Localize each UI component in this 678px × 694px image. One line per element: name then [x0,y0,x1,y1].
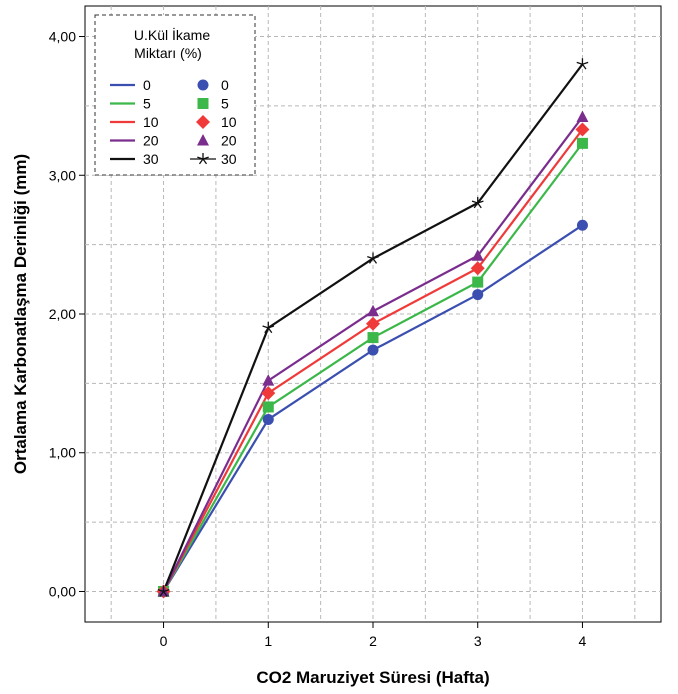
star-arm [202,158,208,165]
star-arm [582,61,589,65]
legend-line-label-10: 10 [143,114,159,130]
legend-title-line1: U.Kül İkame [134,26,210,43]
data-point-20 [262,374,275,386]
star-arm [477,200,484,204]
axes: 0,00 1,00 2,00 3,00 4,00 0 1 2 3 4 [49,29,587,649]
data-point-5 [262,401,274,413]
x-tick-label: 4 [579,633,587,649]
star-arm [576,61,583,65]
y-tick-label: 2,00 [49,306,76,322]
star-arm [578,63,583,70]
legend-line-label-20: 20 [143,133,159,149]
legend-marker-label-5: 5 [221,96,229,112]
star-arm [581,63,587,70]
data-point-0 [367,344,379,356]
star-arm [198,158,204,165]
data-point-30 [576,58,589,70]
y-tick-label: 1,00 [49,445,76,461]
legend-title-line2: Miktarı (%) [134,45,202,61]
legend-marker-0 [197,79,209,91]
legend-line-label-5: 5 [143,96,151,112]
data-point-0 [576,219,588,231]
data-point-20 [576,110,589,122]
legend-marker-label-10: 10 [221,114,237,130]
legend-marker-label-0: 0 [221,77,229,93]
y-axis-title: Ortalama Karbonatlaşma Derinliği (mm) [11,154,30,474]
star-arm [163,591,168,597]
star-arm [477,202,482,209]
star-arm [372,256,379,260]
legend: U.Kül İkame Miktarı (%) 0 0 5 5 10 10 20 20 30 30 [94,14,256,176]
star-arm [264,327,269,334]
legend-line-label-0: 0 [143,77,151,93]
star-arm [368,258,374,264]
data-point-20 [367,304,379,317]
star-arm [268,325,275,329]
data-point-5 [576,137,588,149]
data-point-30 [157,585,170,597]
y-tick-label: 4,00 [49,29,76,45]
grid [85,6,661,622]
data-point-10 [366,316,380,331]
star-arm [159,591,165,597]
data-point-10 [470,261,485,276]
star-arm [163,589,170,593]
x-tick-label: 1 [264,633,272,649]
x-axis-title: CO2 Maruziyet Süresi (Hafta) [256,668,489,687]
star-arm [367,256,374,260]
star-arm [471,200,478,204]
data-point-5 [472,276,484,288]
star-arm [473,202,479,209]
star-arm [267,327,273,334]
legend-box [94,14,256,176]
data-point-30 [367,252,379,264]
data-point-10 [261,386,276,401]
data-point-10 [575,122,590,137]
star-arm [157,589,164,593]
data-point-0 [472,289,484,301]
data-point-5 [367,332,379,344]
legend-marker-10 [196,115,210,129]
y-tick-label: 0,00 [49,583,76,599]
legend-marker-label-30: 30 [221,151,237,167]
legend-marker-5 [197,98,209,109]
x-tick-label: 3 [474,633,482,649]
star-arm [262,325,269,329]
y-tick-label: 3,00 [49,167,76,183]
series-group [156,58,590,599]
legend-marker-20 [197,134,209,146]
x-tick-label: 0 [160,633,168,649]
data-point-30 [262,321,275,334]
star-arm [372,258,378,264]
legend-marker-label-20: 20 [221,133,237,149]
data-point-30 [471,197,484,209]
x-tick-label: 2 [369,633,377,649]
data-point-0 [262,413,274,425]
data-point-20 [471,249,484,261]
legend-line-label-30: 30 [143,151,159,167]
